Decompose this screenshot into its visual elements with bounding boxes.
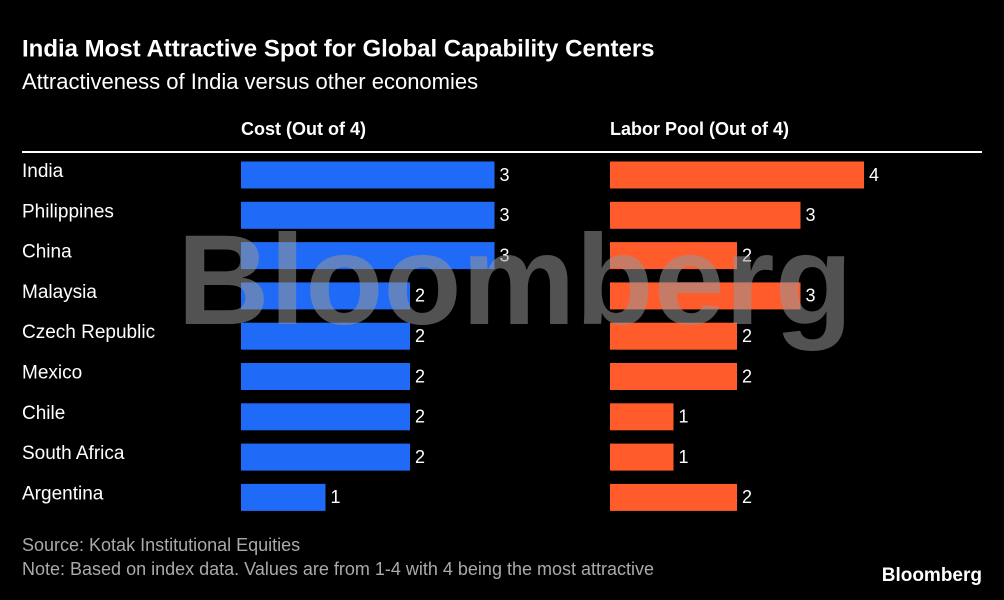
value-label: 4: [869, 165, 879, 185]
category-label: Czech Republic: [22, 322, 155, 343]
brand-logo: Bloomberg: [882, 565, 982, 586]
bar: [241, 282, 410, 310]
bar: [241, 443, 410, 471]
bar: [610, 483, 737, 511]
value-label: 3: [500, 205, 510, 225]
value-label: 2: [742, 366, 752, 386]
category-label: South Africa: [22, 443, 125, 464]
value-label: 1: [331, 487, 341, 507]
category-label: China: [22, 242, 72, 263]
value-label: 2: [742, 487, 752, 507]
value-label: 2: [415, 407, 425, 427]
bar: [610, 201, 801, 229]
category-label: India: [22, 161, 64, 182]
category-label: Malaysia: [22, 282, 97, 303]
legend-label: Cost (Out of 4): [241, 119, 366, 139]
legend-label: Labor Pool (Out of 4): [610, 119, 789, 139]
category-label: Chile: [22, 403, 65, 424]
category-label: Mexico: [22, 363, 82, 384]
source: Source: Kotak Institutional Equities: [22, 535, 300, 555]
value-label: 2: [415, 447, 425, 467]
bar: [610, 161, 864, 189]
value-label: 3: [806, 205, 816, 225]
watermark: Bloomberg: [177, 209, 853, 352]
category-label: Philippines: [22, 201, 114, 222]
bar: [610, 282, 801, 310]
bar: [610, 242, 737, 270]
value-label: 2: [742, 245, 752, 265]
value-label: 2: [415, 286, 425, 306]
bar: [610, 443, 674, 471]
value-label: 2: [415, 326, 425, 346]
chart-subtitle: Attractiveness of India versus other eco…: [22, 69, 478, 94]
bar: [241, 242, 495, 270]
bar: [610, 403, 674, 431]
value-label: 1: [679, 447, 689, 467]
category-label: Argentina: [22, 483, 104, 504]
value-label: 3: [806, 286, 816, 306]
value-label: 2: [415, 366, 425, 386]
bar: [241, 322, 410, 350]
value-label: 1: [679, 407, 689, 427]
bar: [241, 403, 410, 431]
bar: [610, 363, 737, 390]
bar: [241, 483, 326, 511]
bar: [241, 363, 410, 390]
bar: [241, 161, 495, 189]
value-label: 3: [500, 245, 510, 265]
value-label: 3: [500, 165, 510, 185]
chart-title: India Most Attractive Spot for Global Ca…: [22, 35, 655, 62]
value-label: 2: [742, 326, 752, 346]
note: Note: Based on index data. Values are fr…: [22, 559, 654, 579]
bar: [610, 322, 737, 350]
bar: [241, 201, 495, 229]
